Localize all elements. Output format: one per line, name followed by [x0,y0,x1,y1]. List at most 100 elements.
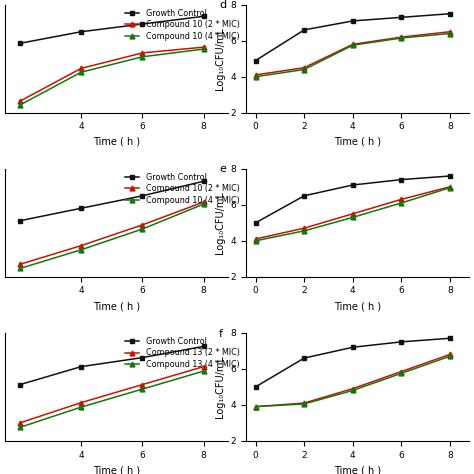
Compound 13 (2 * MIC) [201,364,207,369]
Growth Control [447,336,453,341]
Compound 10 (4 * MIC) [301,228,307,234]
Compound 13 (4 * MIC) [78,404,84,410]
Growth Control [139,355,145,360]
Growth Control [201,178,207,184]
Compound 13 (4 * MIC) [201,368,207,374]
Growth Control [253,220,258,226]
X-axis label: Time ( h ): Time ( h ) [334,301,381,311]
Growth Control [350,345,356,350]
Line: Compound 10 (4 * MIC): Compound 10 (4 * MIC) [253,31,452,79]
Growth Control [301,193,307,199]
Growth Control [399,177,404,182]
Growth Control [201,13,207,19]
Compound 13 (2 * MIC) [78,400,84,405]
Line: Growth Control: Growth Control [253,173,452,225]
Line: Growth Control: Growth Control [18,344,206,387]
Legend: Growth Control, Compound 13 (2 * MIC), Compound 13 (4 * MIC): Growth Control, Compound 13 (2 * MIC), C… [125,337,240,369]
Compound 10 (2 * MIC) [301,65,307,71]
Compound 10 (2 * MIC) [139,222,145,228]
Compound 13 (2 * MIC) [301,400,307,406]
Compound 13 (4 * MIC) [253,404,258,410]
Compound 10 (4 * MIC) [201,46,207,52]
Compound 13 (4 * MIC) [350,388,356,393]
Line: Growth Control: Growth Control [253,336,452,389]
Compound 10 (2 * MIC) [447,184,453,190]
Text: d: d [219,0,226,10]
Growth Control [350,18,356,24]
Compound 10 (4 * MIC) [301,67,307,73]
Growth Control [253,384,258,390]
Growth Control [17,382,23,387]
Compound 10 (2 * MIC) [78,243,84,248]
Compound 13 (2 * MIC) [17,420,23,426]
X-axis label: Time ( h ): Time ( h ) [93,301,140,311]
Compound 13 (4 * MIC) [447,354,453,359]
Y-axis label: Log₁₀CFU/mL: Log₁₀CFU/mL [215,191,225,254]
Compound 10 (2 * MIC) [399,197,404,202]
Line: Compound 13 (2 * MIC): Compound 13 (2 * MIC) [253,352,452,409]
Compound 10 (4 * MIC) [253,238,258,244]
Compound 10 (2 * MIC) [201,44,207,50]
Compound 10 (4 * MIC) [139,54,145,60]
Compound 10 (2 * MIC) [447,29,453,35]
Growth Control [139,193,145,199]
X-axis label: Time ( h ): Time ( h ) [93,137,140,147]
Line: Growth Control: Growth Control [18,179,206,223]
Growth Control [17,218,23,224]
Growth Control [201,344,207,349]
Line: Compound 10 (2 * MIC): Compound 10 (2 * MIC) [253,184,452,241]
Compound 10 (2 * MIC) [350,211,356,217]
Compound 13 (4 * MIC) [301,401,307,407]
Compound 10 (4 * MIC) [78,247,84,253]
Growth Control [253,58,258,64]
X-axis label: Time ( h ): Time ( h ) [93,465,140,474]
Line: Compound 13 (4 * MIC): Compound 13 (4 * MIC) [253,354,452,409]
Compound 13 (2 * MIC) [253,404,258,410]
Compound 13 (2 * MIC) [350,386,356,392]
Compound 10 (4 * MIC) [201,201,207,207]
Compound 10 (4 * MIC) [399,35,404,41]
Text: e: e [219,164,226,174]
Growth Control [350,182,356,188]
Growth Control [78,29,84,35]
Growth Control [447,173,453,179]
Growth Control [399,339,404,345]
Growth Control [399,15,404,20]
Text: f: f [219,328,223,338]
Growth Control [139,21,145,27]
X-axis label: Time ( h ): Time ( h ) [334,137,381,147]
Line: Growth Control: Growth Control [18,14,206,46]
Compound 10 (2 * MIC) [17,262,23,267]
Line: Compound 10 (4 * MIC): Compound 10 (4 * MIC) [18,46,206,108]
Compound 10 (2 * MIC) [17,98,23,104]
Compound 10 (2 * MIC) [253,236,258,242]
Compound 10 (4 * MIC) [350,215,356,220]
Compound 10 (4 * MIC) [447,185,453,191]
Line: Compound 10 (4 * MIC): Compound 10 (4 * MIC) [253,185,452,243]
Compound 10 (4 * MIC) [139,226,145,232]
Compound 10 (4 * MIC) [350,42,356,48]
X-axis label: Time ( h ): Time ( h ) [334,465,381,474]
Growth Control [78,205,84,211]
Line: Growth Control: Growth Control [253,11,452,63]
Compound 13 (4 * MIC) [399,371,404,376]
Compound 10 (4 * MIC) [447,31,453,36]
Line: Compound 10 (4 * MIC): Compound 10 (4 * MIC) [18,201,206,271]
Compound 10 (4 * MIC) [253,74,258,80]
Compound 10 (2 * MIC) [139,50,145,56]
Line: Compound 10 (2 * MIC): Compound 10 (2 * MIC) [253,29,452,77]
Line: Compound 10 (2 * MIC): Compound 10 (2 * MIC) [18,45,206,103]
Compound 13 (4 * MIC) [139,386,145,392]
Compound 10 (4 * MIC) [17,265,23,271]
Compound 10 (2 * MIC) [350,41,356,47]
Line: Compound 13 (2 * MIC): Compound 13 (2 * MIC) [18,364,206,425]
Compound 10 (2 * MIC) [301,225,307,231]
Compound 10 (2 * MIC) [78,65,84,71]
Growth Control [17,40,23,46]
Compound 10 (2 * MIC) [399,34,404,40]
Legend: Growth Control, Compound 10 (2 * MIC), Compound 10 (4 * MIC): Growth Control, Compound 10 (2 * MIC), C… [125,173,240,205]
Line: Compound 13 (4 * MIC): Compound 13 (4 * MIC) [18,369,206,430]
Compound 10 (2 * MIC) [253,72,258,78]
Y-axis label: Log₁₀CFU/mL: Log₁₀CFU/mL [215,27,225,90]
Compound 10 (4 * MIC) [399,200,404,206]
